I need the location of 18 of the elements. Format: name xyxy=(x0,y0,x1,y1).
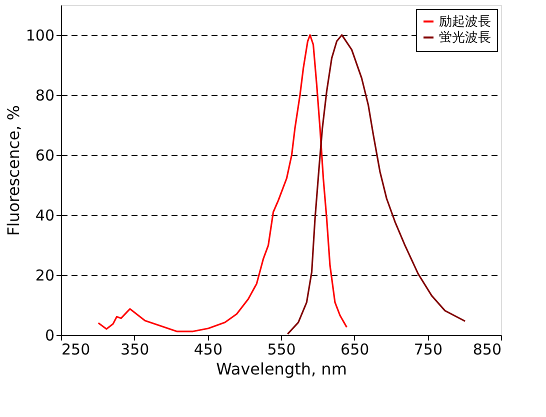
x-tick-label: 850 xyxy=(472,340,502,358)
legend-label: 蛍光波長 xyxy=(439,30,491,46)
x-tick-label: 250 xyxy=(62,340,90,358)
x-axis-title: Wavelength, nm xyxy=(216,360,347,378)
x-tick-label: 650 xyxy=(340,340,370,358)
x-tick-label: 750 xyxy=(414,340,442,358)
line-series xyxy=(98,34,348,332)
legend-label: 励起波長 xyxy=(439,14,491,30)
y-tick-label: 20 xyxy=(35,266,54,284)
x-tick-label: 550 xyxy=(267,340,296,358)
y-tick-label: 40 xyxy=(35,206,54,224)
y-tick-label: 100 xyxy=(26,26,54,44)
y-axis-title: Fluorescence, % xyxy=(4,105,23,236)
y-tick-label: 60 xyxy=(35,146,54,164)
y-tick-label: 80 xyxy=(35,86,54,104)
x-tick-label: 350 xyxy=(120,340,150,358)
y-tick-label: 0 xyxy=(44,326,54,344)
x-tick-label: 450 xyxy=(194,340,222,358)
